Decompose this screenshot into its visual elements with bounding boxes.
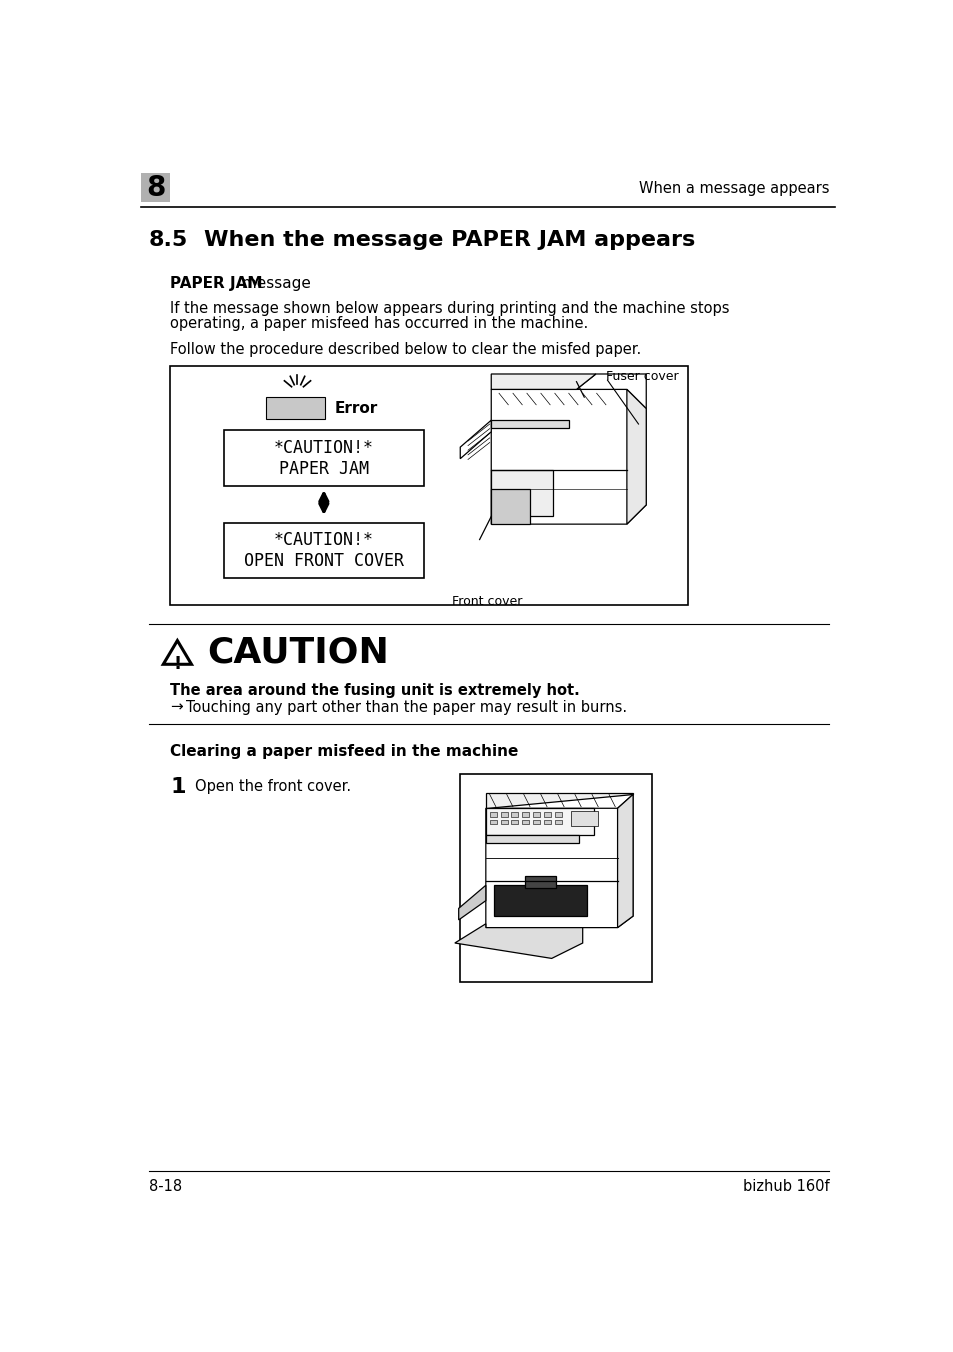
Text: 1: 1 <box>171 777 186 798</box>
Text: Clearing a paper misfeed in the machine: Clearing a paper misfeed in the machine <box>171 744 518 758</box>
Polygon shape <box>455 923 582 959</box>
Bar <box>500 819 507 825</box>
Polygon shape <box>459 420 491 458</box>
Bar <box>571 811 598 826</box>
Text: PAPER JAM: PAPER JAM <box>278 460 369 477</box>
Text: Fuser cover: Fuser cover <box>605 370 679 383</box>
Bar <box>266 397 324 419</box>
Bar <box>543 819 550 825</box>
Bar <box>533 813 539 817</box>
Bar <box>489 819 497 825</box>
Bar <box>485 808 594 836</box>
Text: →: → <box>171 700 183 715</box>
Bar <box>511 813 517 817</box>
Text: 8: 8 <box>146 174 165 203</box>
Text: The area around the fusing unit is extremely hot.: The area around the fusing unit is extre… <box>171 683 579 698</box>
Text: Open the front cover.: Open the front cover. <box>195 779 351 794</box>
Text: PAPER JAM: PAPER JAM <box>171 276 263 291</box>
Bar <box>521 813 529 817</box>
Bar <box>511 819 517 825</box>
Bar <box>500 813 507 817</box>
Polygon shape <box>491 489 530 525</box>
Bar <box>171 366 687 604</box>
Bar <box>493 886 586 917</box>
Text: 8.5: 8.5 <box>149 230 188 250</box>
Polygon shape <box>491 389 645 525</box>
Text: bizhub 160f: bizhub 160f <box>741 1179 828 1194</box>
Text: Follow the procedure described below to clear the misfed paper.: Follow the procedure described below to … <box>171 342 641 357</box>
Polygon shape <box>485 795 633 927</box>
Polygon shape <box>163 641 192 664</box>
Polygon shape <box>458 886 485 919</box>
Bar <box>555 813 561 817</box>
Polygon shape <box>485 792 633 808</box>
Polygon shape <box>491 375 645 408</box>
Text: message: message <box>236 276 311 291</box>
Text: !: ! <box>173 656 181 673</box>
Bar <box>141 173 171 203</box>
Text: Touching any part other than the paper may result in burns.: Touching any part other than the paper m… <box>186 700 626 715</box>
Text: *CAUTION!*: *CAUTION!* <box>274 439 374 457</box>
Text: When a message appears: When a message appears <box>638 181 828 196</box>
Bar <box>224 523 423 579</box>
Text: Error: Error <box>335 402 377 416</box>
Bar <box>485 836 578 842</box>
Text: *CAUTION!*: *CAUTION!* <box>274 531 374 549</box>
Text: Front cover: Front cover <box>452 595 522 608</box>
Polygon shape <box>626 389 645 525</box>
Polygon shape <box>491 375 596 389</box>
Bar <box>524 876 555 888</box>
Bar <box>491 470 553 516</box>
Polygon shape <box>617 795 633 927</box>
Bar <box>543 813 550 817</box>
Bar <box>555 819 561 825</box>
Bar <box>533 819 539 825</box>
Bar <box>521 819 529 825</box>
Bar <box>224 430 423 485</box>
Bar <box>459 773 652 982</box>
Text: When the message PAPER JAM appears: When the message PAPER JAM appears <box>204 230 695 250</box>
Text: operating, a paper misfeed has occurred in the machine.: operating, a paper misfeed has occurred … <box>171 316 588 331</box>
Text: 8-18: 8-18 <box>149 1179 182 1194</box>
Text: CAUTION: CAUTION <box>208 635 389 669</box>
Bar <box>489 813 497 817</box>
Text: If the message shown below appears during printing and the machine stops: If the message shown below appears durin… <box>171 301 729 316</box>
Text: OPEN FRONT COVER: OPEN FRONT COVER <box>244 552 403 571</box>
Bar <box>491 420 568 427</box>
